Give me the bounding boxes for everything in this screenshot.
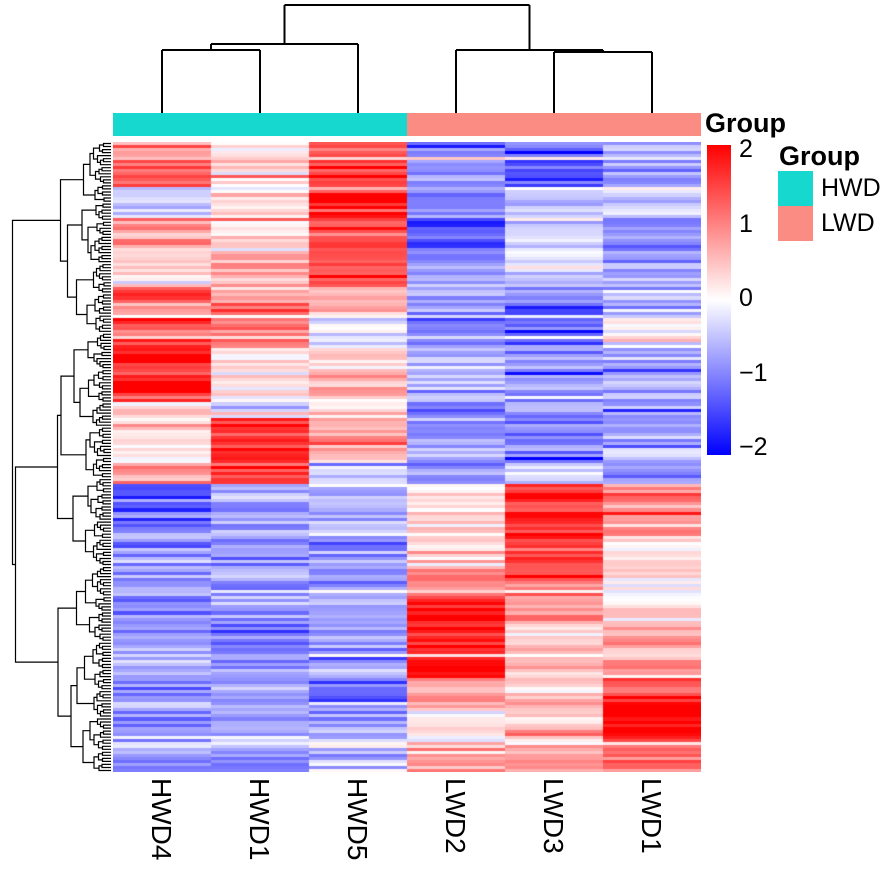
column-annotation-bar <box>113 113 701 136</box>
colorbar-tick-label: 1 <box>739 209 753 238</box>
legend-swatch-lwd <box>778 206 813 241</box>
column-label: HWD4 <box>146 778 177 861</box>
column-label: LWD3 <box>538 778 569 854</box>
colorbar-tick-label: 0 <box>739 284 753 312</box>
legend-swatch-hwd <box>778 171 813 206</box>
colorbar-tick-label: −1 <box>739 358 768 387</box>
annotation-segment-hwd <box>113 113 407 136</box>
annotation-bar-title: Group <box>705 108 786 138</box>
column-label: HWD5 <box>342 778 373 861</box>
column-label: LWD2 <box>440 778 471 854</box>
heatmap-matrix <box>113 142 701 772</box>
column-dendrogram <box>161 4 653 113</box>
column-label: HWD1 <box>244 778 275 861</box>
legend-title: Group <box>779 141 860 171</box>
colorbar-tick-label: 2 <box>739 135 753 163</box>
legend-label: HWD <box>821 174 881 202</box>
colorbar <box>707 145 731 455</box>
column-label: LWD1 <box>636 778 667 854</box>
annotation-segment-lwd <box>407 113 701 136</box>
row-dendrogram <box>11 142 111 772</box>
legend-label: LWD <box>821 209 875 237</box>
colorbar-tick-label: −2 <box>739 433 768 461</box>
